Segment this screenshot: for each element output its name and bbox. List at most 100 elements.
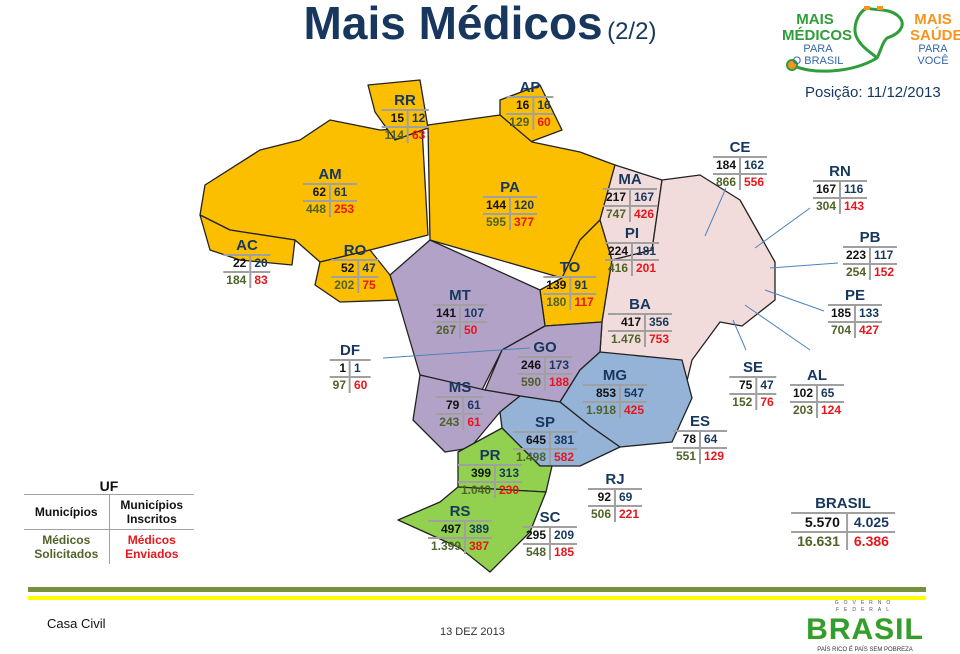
enviados-value: 83 [250, 271, 271, 288]
state-table-mg: MG 853 547 1.918 425 [582, 368, 648, 418]
inscritos-value: 120 [510, 196, 538, 214]
inscritos-value: 117 [870, 246, 898, 264]
state-label: MA [618, 171, 642, 188]
enviados-value: 60 [533, 113, 554, 130]
municipios-value: 184 [712, 156, 742, 174]
solicitados-value: 129 [506, 113, 535, 130]
state-label: SE [742, 359, 764, 376]
state-values: 78 64 551 129 [672, 430, 728, 464]
state-values: 16 16 129 60 [506, 96, 554, 130]
state-table-ma: MA 217 167 747 426 [602, 171, 658, 222]
solicitados-value: 551 [672, 447, 702, 464]
solicitados-value: 448 [302, 200, 332, 217]
state-ac [199, 214, 296, 266]
municipios-value: 102 [789, 384, 819, 402]
legend-title: UF [99, 478, 119, 494]
footer-date: 13 DEZ 2013 [440, 626, 505, 638]
inscritos-value: 61 [330, 183, 358, 201]
state-table-to: TO 139 91 180 117 [543, 260, 597, 310]
state-table-rs: RS 497 389 1.399 387 [427, 504, 493, 554]
inscritos-value: 173 [545, 356, 573, 374]
state-table-ba: BA 417 356 1.476 753 [607, 296, 673, 347]
leader-line-rn [754, 207, 811, 249]
inscritos-value: 116 [840, 180, 868, 198]
leader-line-pb [769, 262, 839, 269]
inscritos-value: 381 [550, 431, 578, 449]
enviados-value: 201 [632, 259, 660, 276]
inscritos-value: 209 [550, 526, 578, 544]
state-label: AP [519, 79, 541, 96]
enviados-value: 426 [630, 205, 658, 222]
state-table-se: SE 75 47 152 76 [729, 359, 777, 410]
enviados-value: 221 [615, 505, 643, 522]
inscritos-value: 133 [855, 304, 883, 322]
municipios-value: 139 [543, 276, 572, 294]
state-label: SP [534, 414, 555, 431]
state-values: 75 47 152 76 [729, 376, 777, 410]
state-table-go: GO 246 173 590 188 [517, 339, 573, 390]
solicitados-value: 1.399 [427, 537, 467, 554]
inscritos-value: 1 [350, 359, 371, 377]
municipios-value: 295 [522, 526, 552, 544]
solicitados-value: 595 [482, 213, 512, 230]
state-label: RJ [605, 471, 625, 488]
enviados-value: 63 [408, 126, 429, 143]
solicitados-value: 548 [522, 543, 552, 560]
municipios-value: 399 [457, 464, 497, 482]
state-label: MT [449, 287, 471, 304]
solicitados-value: 180 [543, 293, 572, 310]
enviados-value: 582 [550, 448, 578, 465]
municipios-value: 217 [602, 188, 632, 206]
inscritos-value: 61 [463, 396, 484, 414]
state-label: BRASIL [815, 495, 871, 512]
municipios-value: 15 [381, 109, 410, 127]
inscritos-value: 547 [620, 384, 648, 402]
state-label: AM [318, 166, 342, 183]
state-label: PB [859, 229, 881, 246]
solicitados-value: 267 [432, 321, 462, 338]
state-label: PA [500, 179, 520, 196]
municipios-value: 22 [223, 254, 252, 272]
solicitados-value: 416 [604, 259, 634, 276]
logo-left-line4: O BRASIL [792, 55, 844, 67]
enviados-value: 425 [620, 401, 648, 418]
state-values: 141 107 267 50 [432, 304, 488, 338]
logo-left-line2: MÉDICOS [782, 27, 853, 44]
municipios-value: 141 [432, 304, 462, 322]
enviados-value: 387 [465, 537, 493, 554]
state-table-rj: RJ 92 69 506 221 [587, 471, 643, 522]
state-values: 223 117 254 152 [842, 246, 898, 280]
solicitados-value: 203 [789, 401, 819, 418]
state-label: MS [448, 379, 472, 396]
state-label: PR [479, 447, 501, 464]
state-values: 185 133 704 427 [827, 304, 883, 338]
state-label: BA [629, 296, 651, 313]
legend-inscritos: Municípios Inscritos [120, 498, 184, 526]
state-table-al: AL 102 65 203 124 [789, 368, 845, 418]
municipios-value: 223 [842, 246, 872, 264]
state-values: 79 61 243 61 [436, 396, 484, 430]
inscritos-value: 12 [408, 109, 429, 127]
state-values: 52 47 202 75 [331, 259, 379, 293]
state-table-ac: AC 22 20 184 83 [223, 238, 271, 288]
state-values: 184 162 866 556 [712, 156, 768, 190]
solicitados-value: 202 [331, 276, 360, 293]
state-values: 102 65 203 124 [789, 384, 845, 418]
solicitados-value: 1.918 [582, 401, 622, 418]
state-label: PE [844, 287, 865, 304]
inscritos-value: 389 [465, 520, 493, 538]
enviados-value: 253 [330, 200, 358, 217]
state-table-es: ES 78 64 551 129 [672, 414, 728, 464]
position-date: Posição: 11/12/2013 [805, 84, 941, 101]
stethoscope-map-icon [786, 6, 904, 73]
inscritos-value: 181 [632, 242, 660, 260]
municipios-value: 75 [729, 376, 758, 394]
state-values: 645 381 1.498 582 [512, 431, 578, 465]
inscritos-value: 167 [630, 188, 658, 206]
state-table-mt: MT 141 107 267 50 [432, 287, 488, 338]
leader-line-ce [704, 187, 727, 237]
state-values: 5.570 4.025 16.631 6.386 [791, 512, 895, 550]
state-table-pr: PR 399 313 1.040 230 [457, 447, 523, 498]
solicitados-value: 152 [729, 393, 758, 410]
state-label: GO [533, 339, 557, 356]
